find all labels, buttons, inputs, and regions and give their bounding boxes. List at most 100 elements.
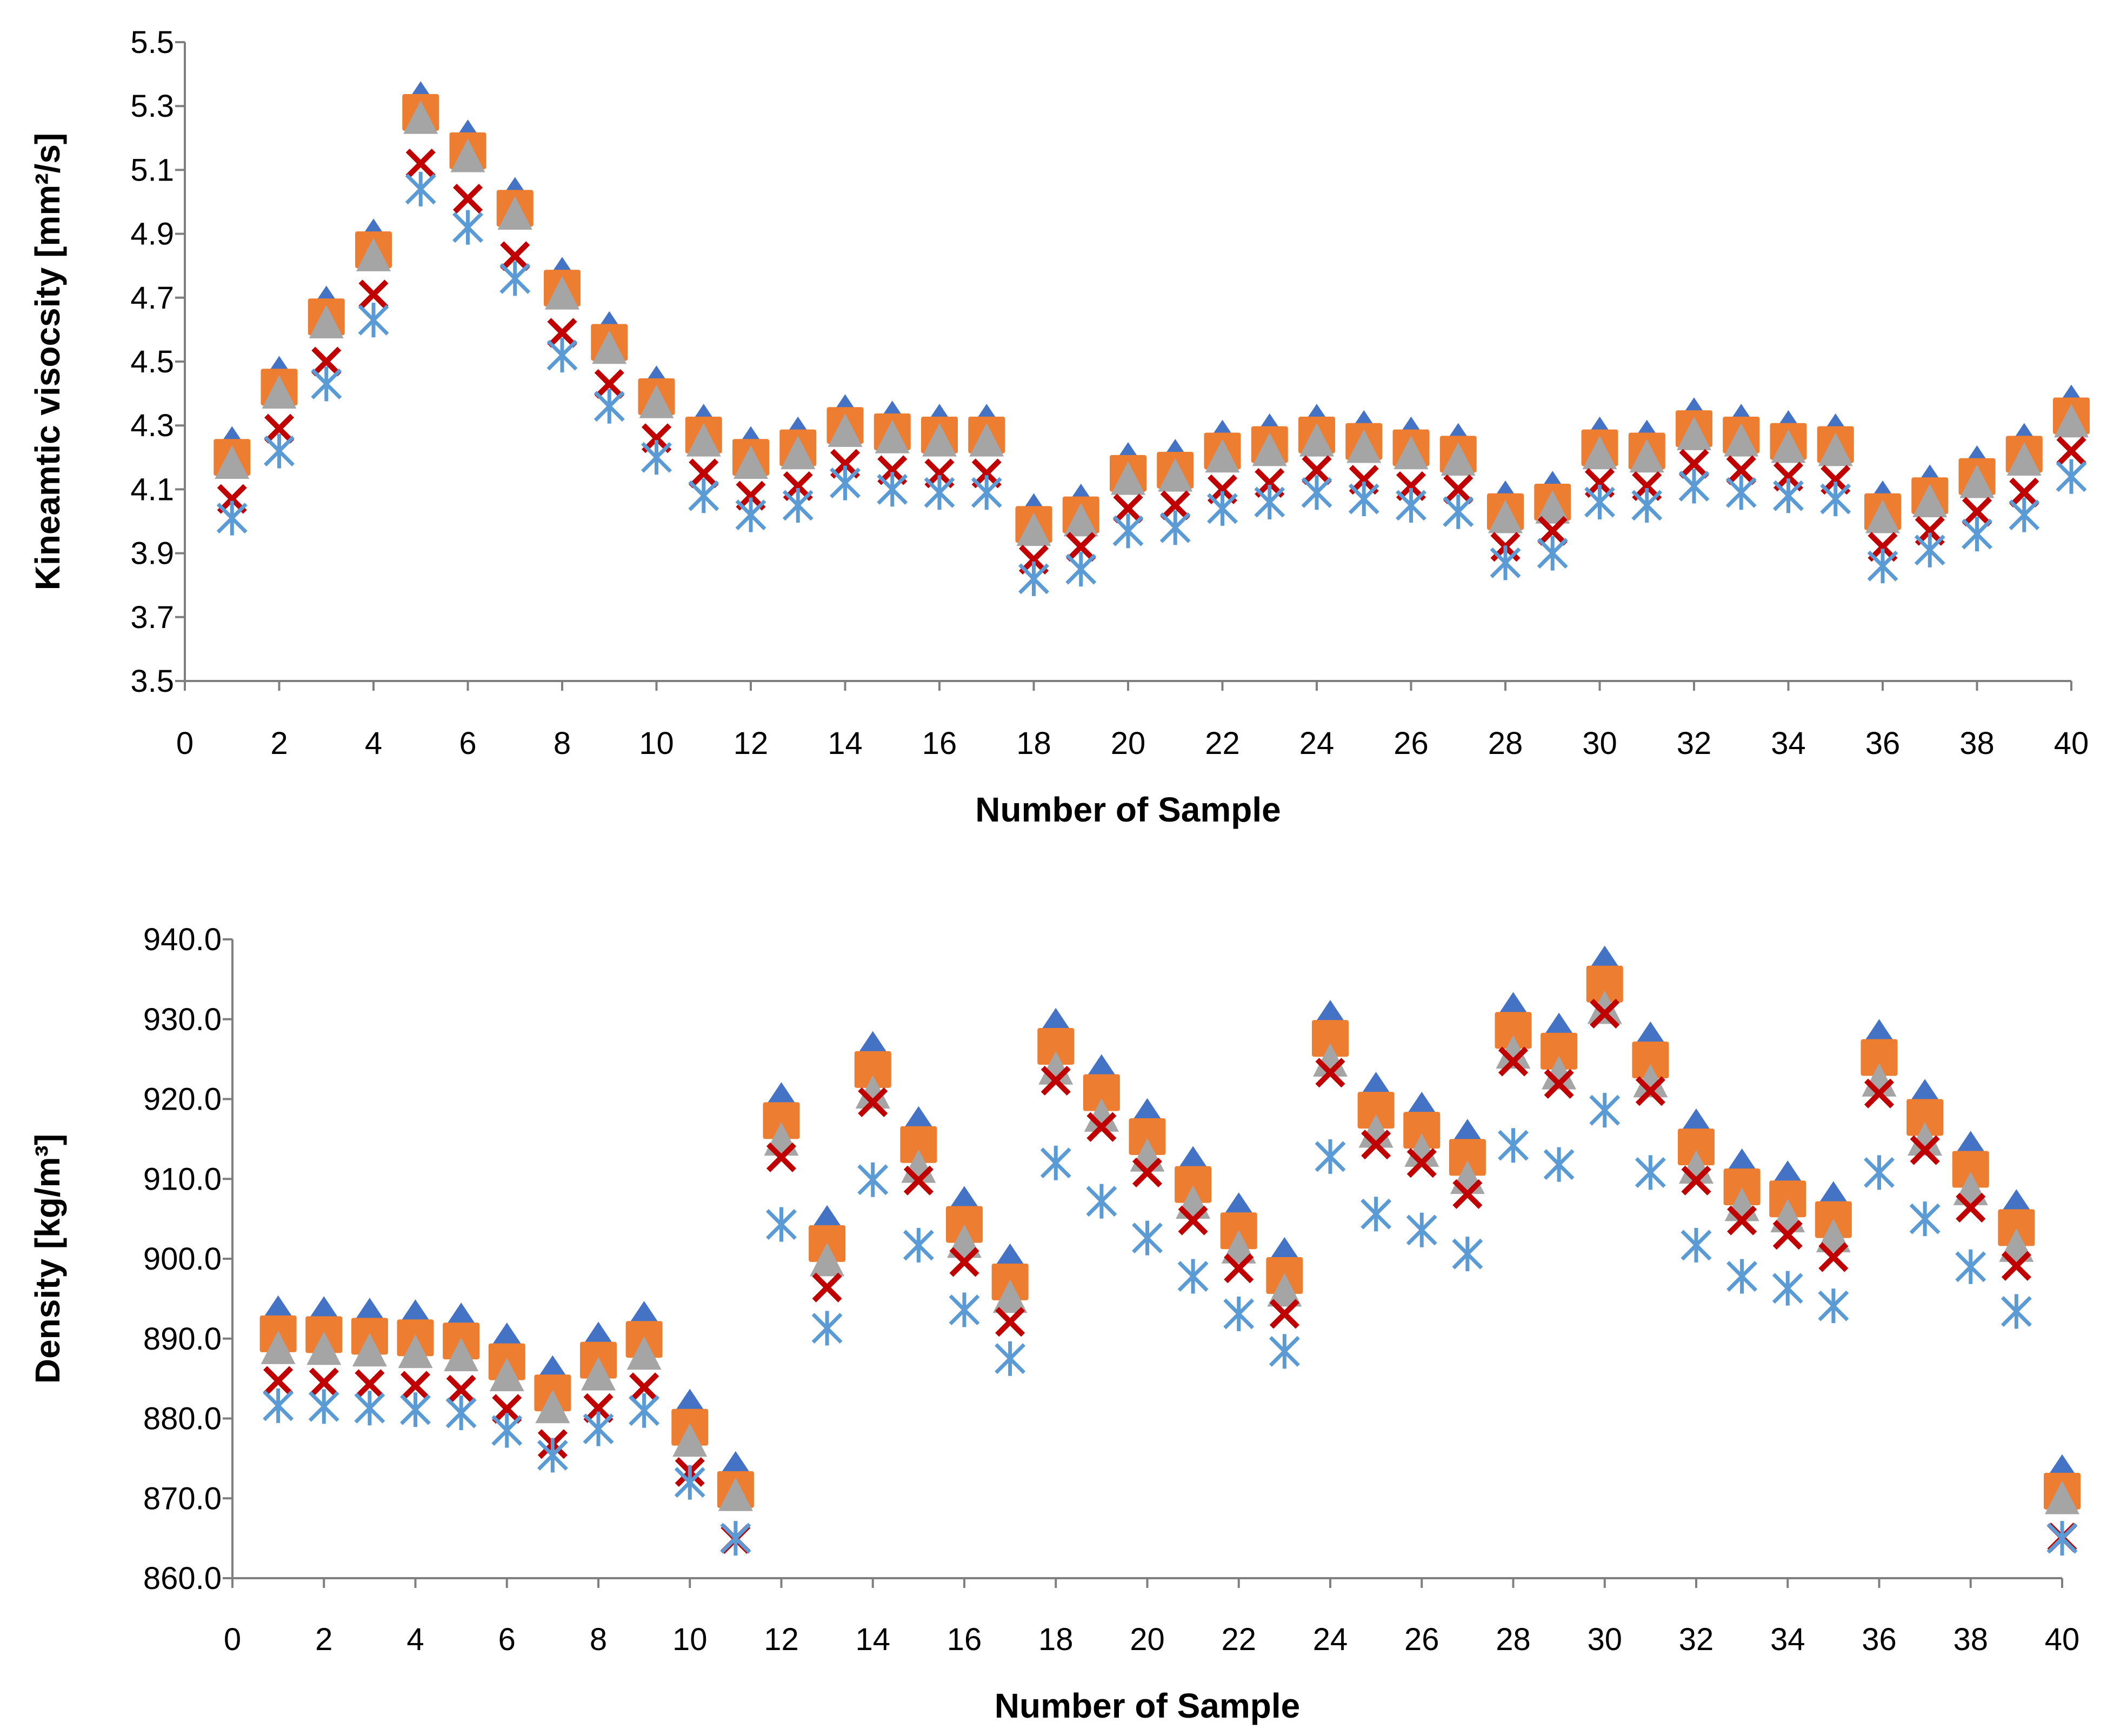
point-x [1066,532,1096,562]
series-square [214,94,2090,543]
point-triangle [545,276,579,310]
point-diamond [629,1301,659,1324]
point-x [1452,1179,1483,1209]
point-square [1906,1099,1944,1136]
point-triangle [2045,1480,2079,1514]
point-diamond [1315,1000,1345,1023]
point-x [1679,449,1709,479]
point-x [1302,455,1332,485]
point-x [903,1165,934,1196]
y-tick-label: 3.9 [130,536,174,571]
x-tick-label: 28 [1488,726,1523,761]
point-diamond [537,1355,568,1378]
point-square [1586,965,1623,1003]
x-tick-label: 18 [1016,726,1051,761]
point-square [1678,1129,1715,1166]
point-x [1315,1058,1345,1088]
y-tick-label: 4.1 [130,472,174,507]
y-tick-label: 4.9 [130,217,174,252]
point-triangle [922,423,957,457]
point-diamond [1269,1237,1300,1260]
point-asterisk [1112,513,1144,549]
point-x [547,318,577,348]
point-square [1723,1169,1761,1206]
x-tick-label: 18 [1038,1622,1073,1657]
point-diamond [1086,1054,1117,1077]
x-tick-label: 20 [1130,1622,1165,1657]
y-tick-label: 910.0 [143,1161,222,1197]
point-x [2001,1251,2031,1281]
point-asterisk [735,497,766,532]
point-triangle [306,1331,342,1365]
point-x [1406,1148,1437,1178]
point-asterisk [1396,488,1426,523]
point-triangle [352,1333,387,1367]
point-x [995,1307,1025,1337]
point-triangle [626,1336,662,1370]
point-square [1312,1020,1349,1057]
x-tick-label: 2 [270,726,288,761]
point-diamond [1864,1019,1895,1042]
point-asterisk [358,303,389,338]
point-diamond [354,1298,385,1321]
point-triangle [1084,1098,1119,1132]
point-x [949,1247,979,1277]
point-asterisk [264,433,295,469]
y-tick-label: 930.0 [143,1002,222,1037]
density-chart: 860.0 870.0 880.0 890.0 900.0 910.0 920.0 930.0… [28,922,2081,1725]
point-asterisk [263,1388,294,1423]
x-tick-label: 10 [639,726,674,761]
point-diamond [1818,1181,1849,1204]
point-diamond [309,1296,339,1319]
point-asterisk [2046,1521,2078,1556]
point-asterisk [1254,485,1285,520]
point-x [405,149,436,179]
point-x [2056,436,2086,466]
point-triangle [1535,490,1570,524]
point-triangle [398,1334,433,1368]
x-tick-label: 24 [1299,726,1335,761]
point-diamond [263,1295,294,1318]
x-tick-label: 4 [406,1622,424,1657]
point-asterisk [1867,549,1898,584]
point-triangle [262,375,297,409]
point-diamond [446,1303,477,1326]
point-diamond [1681,1109,1711,1132]
point-triangle [403,100,438,134]
x-axis-label: Number of Sample [995,1686,1300,1725]
point-square [1357,1092,1395,1129]
x-tick-label: 34 [1770,1622,1805,1657]
point-square [1541,1032,1578,1070]
point-asterisk [1678,469,1710,504]
point-asterisk [1040,1145,1071,1180]
x-tick-label: 20 [1111,726,1146,761]
point-diamond [812,1205,843,1228]
point-diamond [2047,1454,2077,1477]
point-asterisk [1914,532,1945,567]
point-triangle [1346,429,1382,463]
point-x [1361,1130,1391,1160]
point-triangle [855,1075,890,1109]
point-triangle [810,1243,845,1277]
point-diamond [400,1299,431,1323]
point-square [1037,1027,1075,1065]
x-tick-label: 16 [922,726,957,761]
series-x [263,998,2077,1554]
y-axis-label: Density [kg/m³] [28,1134,67,1384]
point-triangle [672,1423,708,1457]
x-tick-label: 26 [1393,726,1429,761]
point-triangle [718,1477,753,1511]
point-asterisk [1818,1288,1849,1324]
point-asterisk [1018,561,1049,596]
point-triangle [1488,499,1523,533]
point-asterisk [1498,1128,1529,1163]
point-asterisk [1406,1212,1437,1247]
y-tick-label: 5.5 [130,25,174,60]
point-triangle [1299,423,1334,457]
point-diamond [1041,1007,1071,1031]
point-asterisk [1631,488,1663,523]
point-triangle [1912,483,1948,517]
x-tick-label: 38 [1953,1622,1988,1657]
point-asterisk [830,465,861,500]
series-asterisk [263,1093,2078,1556]
